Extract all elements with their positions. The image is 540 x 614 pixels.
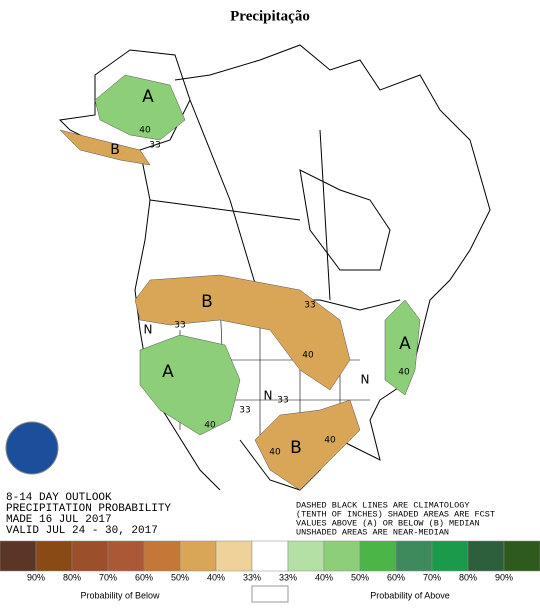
legend-label: 80% [63,572,81,582]
map-label: B [110,142,120,158]
legend-label: 40% [315,572,333,582]
legend-label: 80% [459,572,477,582]
map-label: 33 [239,406,250,416]
shaded-areas [59,74,421,491]
legend-swatch [431,540,469,572]
outlook-line: 8-14 DAY OUTLOOK [6,492,112,504]
outlook-line: MADE 16 JUL 2017 [6,514,112,526]
legend-swatch [215,540,253,572]
map-labels: A 40 33 B B 33 33 40 A 40 A 40 33 N N N B 40 40 33 [110,87,411,458]
legend-swatch [0,540,37,572]
below-area [134,274,351,391]
note-line: VALUES ABOVE (A) OR BELOW (B) MEDIAN [296,518,480,528]
legend-swatch [323,540,361,572]
map-label: B [201,292,213,312]
above-area [384,299,421,396]
legend-swatch [143,540,181,572]
map-label: N [144,323,153,337]
below-area [254,399,361,491]
map-label: 33 [174,321,185,331]
note-line: UNSHADED AREAS ARE NEAR-MEDIAN [296,527,449,537]
map-label: 40 [139,126,151,136]
note-line: DASHED BLACK LINES ARE CLIMATOLOGY [296,500,469,510]
title: Precipitação [230,8,310,24]
legend-swatch [359,540,397,572]
legend-label: 50% [171,572,189,582]
legend-label: 40% [207,572,225,582]
above-area [139,334,241,436]
above-area [94,74,186,141]
legend-label: 90% [27,572,45,582]
below-area [59,129,151,166]
map-label: 33 [149,141,160,151]
map-label: A [399,334,411,354]
legend-label: 50% [351,572,369,582]
outlook-line: VALID JUL 24 - 30, 2017 [6,525,158,537]
legend-swatch [35,540,73,572]
legend-swatch [71,540,109,572]
legend-label: 70% [423,572,441,582]
legend-swatch [107,540,145,572]
legend-label: 33% [279,572,297,582]
legend-swatch [503,540,540,572]
legend-swatch [179,540,217,572]
legend-label: 33% [243,572,261,582]
legend-swatch [467,540,505,572]
map-label: 40 [302,351,314,361]
map-label: 40 [204,421,216,431]
normal-box [251,585,289,603]
map-label: 33 [304,301,315,311]
legend-swatch [287,540,325,572]
legend-above: Probability of Above [370,590,450,600]
legend-label: 70% [99,572,117,582]
note-line: (TENTH OF INCHES) SHADED AREAS ARE FCST [296,509,495,519]
hudson-bay [299,169,391,271]
noaa-logo [5,421,59,475]
legend-label: 90% [495,572,513,582]
map-label: N [264,389,273,403]
legend-swatch [395,540,433,572]
map-label: 40 [324,436,336,446]
outlook-line: PRECIPITATION PROBABILITY [6,503,171,515]
legend-below: Probability of Below [80,590,160,600]
map-label: A [142,87,154,107]
map-label: B [290,438,302,458]
legend-label: 60% [135,572,153,582]
map-label: 40 [269,448,281,458]
map-label: 40 [398,368,410,378]
legend-label: 60% [387,572,405,582]
map-label: 33 [277,396,288,406]
note-box [283,498,537,536]
map-label: A [162,362,174,382]
border [140,99,401,311]
map-label: N [361,373,370,387]
legend-swatch [251,540,289,572]
legend: 90% 80% 70% 60% 50% 40% 33% 33% 40% 50% 60% 70% 80% 9… [0,540,540,600]
